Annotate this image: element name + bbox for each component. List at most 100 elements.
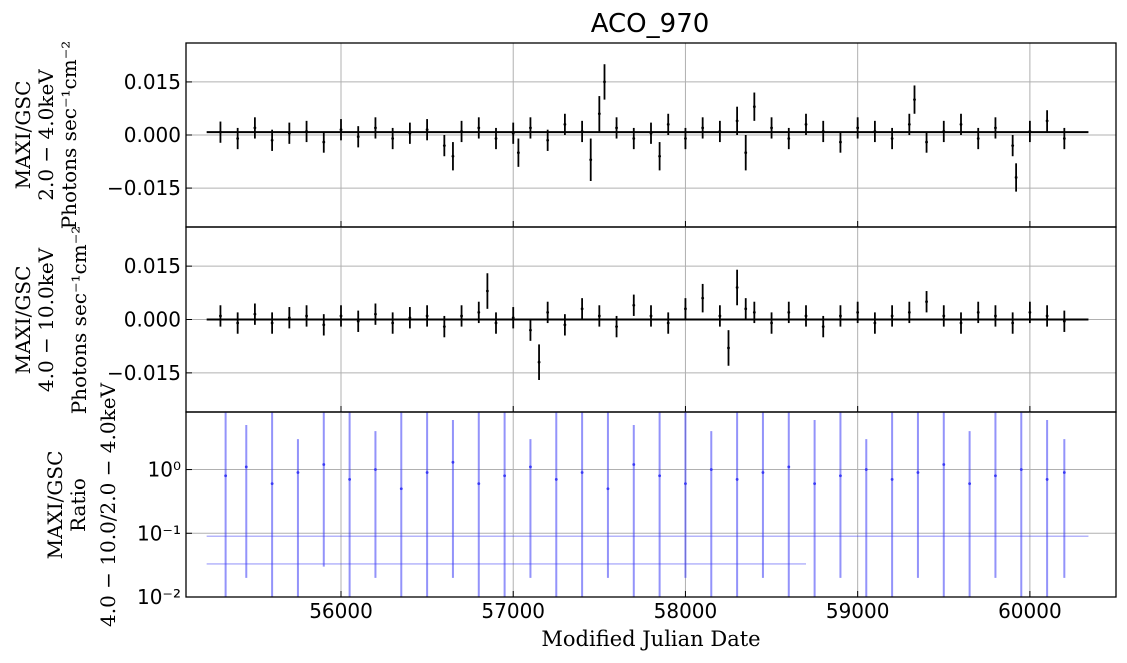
data-point-top [236,137,240,140]
data-point-bottom [658,474,662,478]
data-point-bottom [890,478,894,481]
data-point-middle [839,314,842,318]
data-point-bottom [787,465,791,469]
data-point-top [442,144,446,148]
data-point-top [735,119,739,123]
data-point-middle [890,314,894,318]
data-point-middle [787,310,791,314]
y-tick-label-middle: 0.015 [124,254,181,278]
data-point-middle [856,310,860,314]
data-point-middle [270,321,274,325]
data-point-middle [529,328,532,332]
data-point-top [460,130,463,133]
data-point-bottom [632,463,636,466]
data-point-middle [727,346,730,350]
data-point-bottom [244,465,248,469]
data-point-top [563,122,567,126]
data-point-top [339,128,343,132]
data-point-middle [511,316,515,320]
data-point-bottom [374,468,377,471]
grid-bottom [186,412,1116,598]
data-point-middle [1011,321,1015,325]
marks-bottom [206,412,1089,597]
data-point-bottom [296,471,300,474]
data-point-top [451,154,455,158]
yticks-top: −0.015 0.000 0.015 [107,70,181,200]
panel-bottom: 10⁻² 10⁻¹ 10⁰ 56000 57000 58000 59000 60000 [137,411,1117,623]
data-point-top [856,126,860,130]
data-point-top [253,126,257,130]
y-axis-label-line: Photons sec⁻¹cm⁻² [57,41,81,230]
data-point-middle [873,321,877,325]
data-point-middle [236,321,240,325]
data-point-top [615,126,618,130]
data-point-top [942,130,946,133]
data-point-bottom [477,482,481,486]
data-point-top [511,131,515,135]
data-point-middle [718,314,722,318]
data-point-middle [322,323,326,327]
data-point-top [632,137,636,140]
x-tick-label: 59000 [826,599,890,623]
data-point-top [580,130,584,133]
y-axis-label-line: Photons sec⁻¹cm⁻² [67,226,91,415]
data-point-bottom [942,463,946,466]
data-point-middle [701,296,705,300]
y-tick-label-top: −0.015 [107,176,181,200]
data-point-top [718,130,722,133]
data-point-middle [374,312,377,316]
data-point-top [270,138,274,142]
data-point-bottom [761,471,765,474]
data-point-top [890,137,894,140]
xticks-bottom: 56000 57000 58000 59000 60000 [309,599,1062,623]
data-point-middle [287,316,291,320]
data-point-middle [1045,314,1049,318]
data-point-top [994,126,997,130]
y-tick-label-bottom: 10⁰ [148,458,181,482]
data-point-bottom [425,471,429,474]
data-point-middle [356,319,360,323]
data-point-bottom [813,482,817,486]
data-point-bottom [580,471,584,474]
data-point-bottom [606,487,610,491]
data-point-top [408,131,412,135]
data-point-middle [994,314,997,318]
data-point-top [516,151,520,155]
y-axis-label-line: 2.0 − 4.0keV [34,69,58,201]
data-point-bottom [399,487,403,491]
data-point-bottom [839,474,842,478]
data-point-middle [735,286,739,289]
y-tick-label-top: 0.015 [124,70,181,94]
data-point-middle [649,314,653,318]
data-point-top [1011,144,1015,148]
data-point-middle [684,307,687,311]
data-point-middle [666,321,670,325]
data-point-middle [925,300,928,304]
data-point-middle [425,314,429,318]
data-point-top [925,140,928,144]
y-axis-label-line: Ratio [66,478,90,532]
data-point-bottom [684,482,687,486]
y-tick-label-top: 0.000 [124,123,181,147]
data-point-middle [1062,319,1066,323]
data-point-bottom [709,468,713,471]
data-point-top [589,158,593,162]
data-point-top [1045,119,1049,123]
data-point-bottom [224,474,228,478]
data-point-top [752,105,756,109]
data-point-middle [632,303,636,307]
y-tick-label-bottom: 10⁻² [137,585,181,609]
data-point-middle [408,316,412,320]
data-point-top [701,126,705,130]
data-point-top [494,137,498,140]
data-point-middle [339,314,343,318]
data-point-top [305,130,308,133]
marks-middle [206,269,1089,380]
data-point-top [1028,130,1032,133]
data-point-middle [752,310,756,314]
data-point-middle [907,310,911,314]
data-point-bottom [968,482,972,486]
data-point-top [873,130,877,133]
data-point-top [770,126,773,130]
data-point-top [374,126,377,130]
